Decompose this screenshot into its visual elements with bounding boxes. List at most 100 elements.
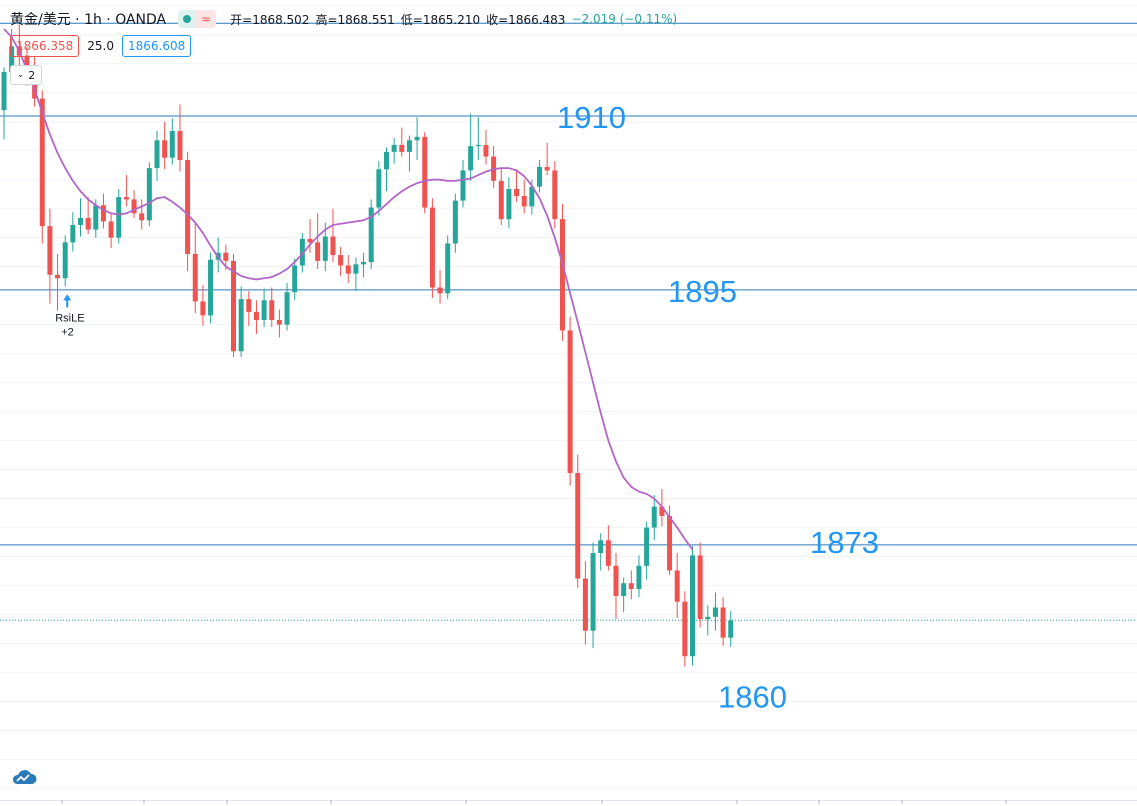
candle [253,300,259,334]
candle-body [85,217,91,230]
moving-average-line [3,28,694,551]
candle [192,222,198,314]
price-change: −2.019 (−0.11%) [571,12,678,26]
candle [361,252,367,278]
candle [445,235,451,300]
candle [85,197,91,235]
candle-body [292,265,298,293]
candle-body [475,144,481,147]
candle-body [605,540,611,566]
candle [368,199,374,269]
candle [146,162,152,227]
candle-body [284,292,290,325]
candle [177,104,183,172]
candle-body [315,242,321,261]
candle-body [322,236,328,261]
candle [261,288,267,327]
candle-body [269,300,275,320]
candle-body [651,506,657,528]
candle [100,193,106,229]
candle [162,121,168,170]
tradingview-cloud-icon[interactable] [10,765,38,789]
ohlc-open: 开=1868.502 [230,12,310,27]
candle-body [177,131,183,160]
candle-body [78,217,83,225]
candle [353,257,359,292]
candle-body [391,144,397,152]
candle-body [100,205,106,222]
candle-body [468,146,474,171]
indicators-toggle-button[interactable]: ⌄ 2 [10,65,42,85]
candle [70,212,76,252]
spread-value: 25.0 [87,39,114,53]
candle-body [253,311,259,320]
candle [544,142,550,176]
sell-price-button[interactable]: 1866.358 [10,35,80,57]
candle [674,553,680,618]
candle [406,135,412,172]
candle-body [131,199,137,214]
candle-body [690,555,695,657]
data-delay-icon: ≈ [196,10,217,28]
candle-body [338,255,344,266]
candle-body [720,607,726,638]
candle-body [414,136,420,141]
candle [598,533,604,571]
candle-body [682,601,688,657]
candle [712,592,718,631]
candle [452,193,458,253]
candle-body [567,330,573,474]
chart-legend: 黄金/美元 · 1h · OANDA ≈ 开=1868.502 高=1868.5… [10,9,677,29]
arrow-up-icon [63,294,72,308]
market-open-icon [178,10,197,28]
candle-body [422,136,428,208]
price-annotations: 1910 1895 1873 1860 [557,100,879,715]
candle [108,213,114,249]
candle-body [185,160,191,254]
candle-body [192,253,198,302]
level-annotation: 1910 [557,100,626,135]
level-annotation: 1860 [718,680,787,715]
candle-body [1,71,7,111]
candle-body [537,166,542,187]
symbol-title[interactable]: 黄金/美元 · 1h · OANDA [10,12,167,28]
candle [200,285,206,326]
candle-body [208,259,214,316]
candle [636,555,642,598]
candle [185,151,191,272]
candle [384,147,389,192]
candle-body [123,197,129,200]
candle [468,113,474,181]
candle [460,160,466,208]
rsi-long-entry-signal: RsiLE +2 [55,294,85,338]
candle-body [728,620,734,638]
candle-body [361,262,367,265]
signal-qty: +2 [61,326,74,338]
candle-body [93,205,99,230]
candle [376,161,382,216]
candle-body [39,98,45,227]
candle [575,454,581,588]
market-status[interactable]: ≈ [178,10,217,28]
candle [307,219,313,253]
candle-body [613,565,619,596]
candle [292,258,298,301]
candle [131,190,137,218]
buy-price-button[interactable]: 1866.608 [121,35,192,57]
candle-body [521,195,527,207]
candle-body [697,555,703,620]
ohlc-high: 高=1868.551 [315,12,395,27]
candle [414,117,420,160]
candle-body [460,170,466,201]
candle-body [246,299,252,312]
candle-body [261,300,267,320]
candle [238,286,244,358]
candle-body [483,144,489,157]
candle-body [139,213,145,221]
candle [605,525,611,571]
candle-body [636,565,642,589]
candle-body [644,527,650,566]
candle [154,131,160,181]
ohlc-close: 收=1866.483 [486,12,566,27]
